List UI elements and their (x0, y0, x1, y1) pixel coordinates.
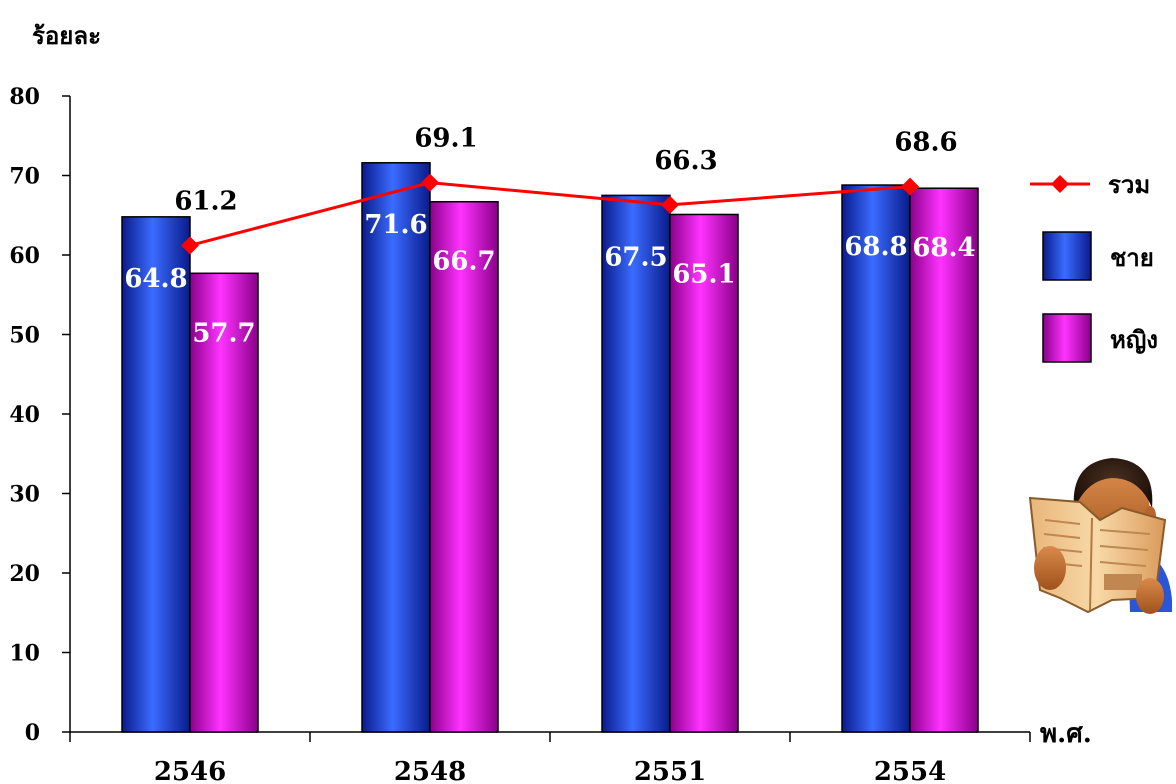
total-value-label: 69.1 (414, 124, 477, 154)
legend-diamond-swatch (1051, 175, 1069, 193)
bars (121, 162, 979, 733)
total-value-label: 61.2 (174, 186, 237, 216)
male-bar-value-label: 68.8 (844, 232, 907, 262)
y-tick-label: 50 (9, 323, 40, 349)
male-bar-value-label: 64.8 (124, 264, 187, 294)
data-labels: 64.8 71.6 67.5 68.8 57.7 66.7 65.1 68.4 61.2 69.1… (124, 124, 975, 349)
female-bar-value-label: 65.1 (672, 259, 735, 289)
x-category-label: 2554 (874, 757, 946, 784)
legend-label-total: รวม (1108, 170, 1150, 199)
x-category-label: 2551 (634, 757, 706, 784)
total-marker (661, 195, 679, 214)
total-value-label: 68.6 (894, 128, 957, 158)
male-bar (601, 194, 671, 733)
x-category-label: 2546 (154, 757, 226, 784)
female-bar-value-label: 57.7 (192, 318, 255, 348)
female-bar-value-label: 68.4 (912, 233, 975, 263)
y-tick-label: 70 (9, 164, 40, 190)
y-tick-label: 30 (9, 482, 40, 508)
total-marker (901, 177, 919, 196)
total-line-series (181, 173, 919, 255)
x-axis-title: พ.ศ. (1040, 719, 1092, 749)
y-ticks: 0 10 20 30 40 50 60 70 80 (9, 84, 70, 746)
male-bar-value-label: 67.5 (604, 242, 667, 272)
legend-label-female-bar: หญิง (1110, 325, 1158, 354)
total-marker (421, 173, 439, 192)
y-tick-label: 40 (9, 402, 40, 428)
y-tick-label: 60 (9, 243, 40, 269)
male-bar (121, 216, 191, 733)
male-bar-value-label: 71.6 (364, 210, 427, 240)
female-bar (669, 213, 739, 733)
legend-label-male-bar: ชาย (1110, 243, 1154, 272)
y-tick-label: 20 (9, 561, 40, 587)
female-bar (429, 200, 499, 733)
x-ticks: 2546 2548 2551 2554 (69, 732, 1031, 784)
y-tick-label: 10 (9, 641, 40, 667)
legend-swatch-female-bar (1042, 313, 1092, 363)
legend-swatch-male-bar (1042, 231, 1092, 281)
total-line (189, 181, 911, 247)
total-marker (181, 236, 199, 255)
female-bar-value-label: 66.7 (432, 247, 495, 277)
female-bar (909, 187, 979, 733)
total-value-label: 66.3 (654, 146, 717, 176)
x-category-label: 2548 (394, 757, 466, 784)
female-bar (189, 272, 259, 733)
male-bar (361, 162, 431, 733)
y-axis-title: ร้อยละ (32, 21, 101, 50)
y-tick-label: 80 (9, 84, 40, 110)
male-bar (841, 184, 911, 733)
person-reading-newspaper-icon (1028, 458, 1172, 614)
y-tick-label: 0 (25, 720, 40, 746)
